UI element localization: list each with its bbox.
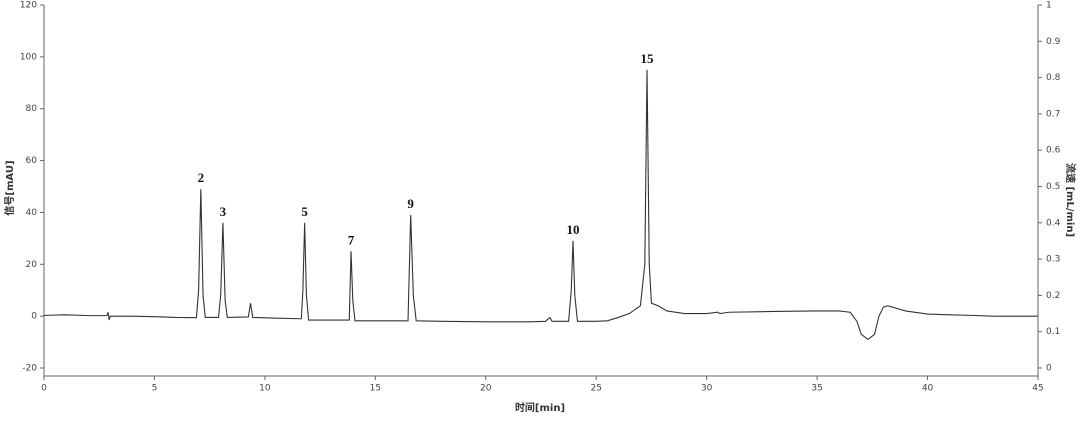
x-tick-label: 35 bbox=[811, 384, 822, 394]
x-tick-label: 5 bbox=[152, 384, 158, 394]
y2-tick-label: 0.4 bbox=[1046, 218, 1061, 228]
y2-tick-label: 0.5 bbox=[1046, 182, 1060, 192]
y-tick-label: 120 bbox=[20, 1, 37, 11]
peak-label: 15 bbox=[641, 51, 655, 66]
x-tick-label: 0 bbox=[41, 384, 47, 394]
y-tick-label: 60 bbox=[26, 156, 38, 166]
x-axis-title: 时间[min] bbox=[515, 401, 565, 414]
peak-label: 3 bbox=[220, 204, 227, 219]
y2-axis-title: 流速 [mL/min] bbox=[1064, 163, 1077, 237]
y-tick-label: -20 bbox=[22, 364, 37, 374]
x-tick-label: 10 bbox=[259, 384, 271, 394]
signal-line bbox=[43, 69, 1038, 341]
peak-label: 5 bbox=[301, 204, 308, 219]
x-tick-label: 25 bbox=[590, 384, 601, 394]
y2-tick-label: 0.8 bbox=[1046, 73, 1061, 83]
peak-label: 10 bbox=[567, 222, 580, 237]
y-tick-label: 20 bbox=[26, 260, 38, 270]
peak-label: 9 bbox=[407, 196, 414, 211]
x-tick-label: 30 bbox=[701, 384, 713, 394]
y-tick-label: 80 bbox=[26, 104, 38, 114]
x-tick-label: 20 bbox=[480, 384, 492, 394]
y-axis-title: 信号[mAU] bbox=[3, 160, 16, 215]
y2-tick-label: 0.3 bbox=[1046, 255, 1060, 265]
x-tick-label: 45 bbox=[1032, 384, 1043, 394]
x-tick-label: 40 bbox=[922, 384, 934, 394]
y2-tick-label: 1 bbox=[1046, 1, 1052, 11]
y2-tick-label: 0.2 bbox=[1046, 291, 1060, 301]
y2-tick-label: 0.6 bbox=[1046, 146, 1061, 156]
y2-tick-label: 0.7 bbox=[1046, 109, 1060, 119]
y-tick-label: 0 bbox=[31, 312, 37, 322]
peak-label: 7 bbox=[348, 232, 355, 247]
y-tick-label: 100 bbox=[20, 52, 37, 62]
y2-tick-label: 0 bbox=[1046, 364, 1052, 374]
y2-tick-label: 0.9 bbox=[1046, 37, 1061, 47]
y-tick-label: 40 bbox=[26, 208, 38, 218]
y2-tick-label: 0.1 bbox=[1046, 327, 1060, 337]
x-tick-label: 15 bbox=[370, 384, 381, 394]
peak-label: 2 bbox=[198, 170, 205, 185]
